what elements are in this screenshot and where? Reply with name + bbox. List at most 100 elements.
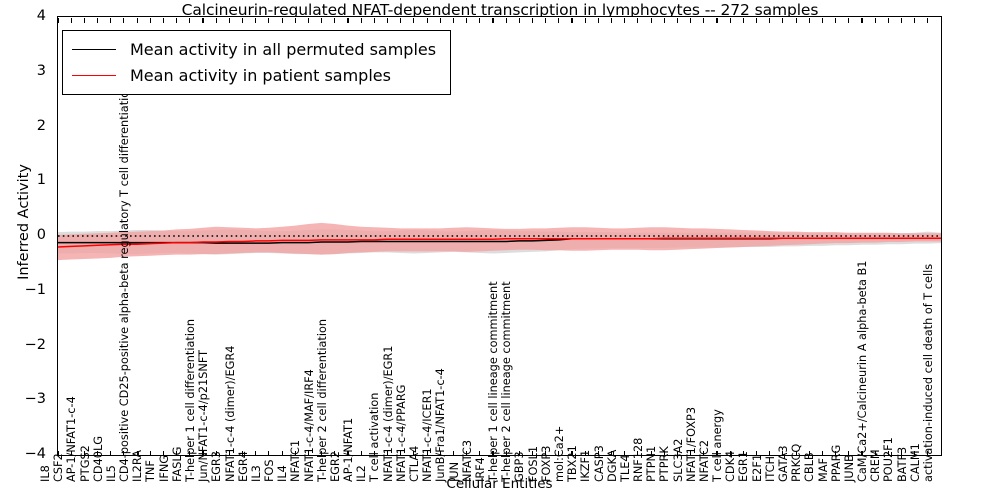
x-tick-mark <box>650 18 652 23</box>
y-tick-label: −4 <box>24 446 46 462</box>
x-tick-mark <box>373 451 375 456</box>
x-tick-mark <box>545 18 547 23</box>
x-tick-label: activation-induced cell death of T cells <box>922 263 935 482</box>
x-tick-mark <box>123 18 125 23</box>
x-tick-mark <box>584 451 586 456</box>
x-tick-mark <box>228 18 230 23</box>
x-tick-mark <box>479 451 481 456</box>
x-tick-mark <box>413 18 415 23</box>
y-tick-label: −1 <box>24 281 46 298</box>
y-tick-label: 0 <box>36 227 46 243</box>
x-tick-mark <box>307 18 309 23</box>
x-tick-mark <box>650 451 652 456</box>
x-axis-label: Cellular Entities <box>446 476 553 492</box>
x-tick-mark <box>228 451 230 456</box>
x-tick-mark <box>584 18 586 23</box>
legend-item: Mean activity in all permuted samples <box>72 36 436 62</box>
x-tick-mark <box>558 18 560 23</box>
x-tick-mark <box>189 18 191 23</box>
chart-legend: Mean activity in all permuted samples Me… <box>62 30 452 95</box>
x-tick-mark <box>110 18 112 23</box>
x-tick-mark <box>492 451 494 456</box>
x-tick-mark <box>439 18 441 23</box>
x-tick-mark <box>531 451 534 456</box>
x-tick-mark <box>690 18 692 23</box>
x-tick-mark <box>821 18 823 23</box>
y-tick-label: 2 <box>36 117 46 134</box>
x-tick-mark <box>545 451 547 456</box>
x-tick-mark <box>900 18 903 23</box>
x-tick-mark <box>927 18 929 23</box>
legend-label-patient: Mean activity in patient samples <box>130 65 391 85</box>
x-tick-mark <box>874 18 876 23</box>
x-tick-mark <box>887 451 889 456</box>
y-tick-label: 3 <box>36 62 46 79</box>
x-tick-mark <box>255 451 257 456</box>
x-tick-mark <box>136 451 138 456</box>
x-tick-mark <box>663 18 665 23</box>
x-tick-mark <box>927 451 929 456</box>
x-tick-mark <box>848 18 850 23</box>
x-tick-mark <box>637 18 639 23</box>
x-tick-mark <box>531 18 534 23</box>
x-tick-mark <box>242 451 244 456</box>
x-tick-mark <box>821 451 823 456</box>
x-tick-mark <box>795 18 797 23</box>
x-tick-mark <box>202 451 204 456</box>
x-tick-mark <box>176 18 178 23</box>
x-tick-mark <box>307 451 309 456</box>
x-tick-mark <box>808 451 810 456</box>
x-tick-mark <box>558 451 560 456</box>
x-tick-mark <box>808 18 810 23</box>
x-tick-mark <box>360 18 362 23</box>
x-tick-mark <box>57 18 59 23</box>
x-tick-mark <box>413 451 415 456</box>
x-tick-mark <box>690 451 692 456</box>
x-tick-mark <box>769 451 771 456</box>
x-tick-mark <box>571 451 573 456</box>
x-tick-mark <box>914 18 916 23</box>
x-tick-mark <box>703 451 705 456</box>
x-tick-mark <box>795 451 797 456</box>
x-tick-mark <box>97 18 99 23</box>
x-tick-mark <box>861 18 863 23</box>
x-tick-mark <box>716 451 718 456</box>
x-tick-mark <box>281 18 283 23</box>
x-tick-mark <box>321 18 323 23</box>
legend-label-permuted: Mean activity in all permuted samples <box>130 39 437 59</box>
x-tick-mark <box>360 451 362 456</box>
y-tick-label: −2 <box>24 336 46 353</box>
x-tick-mark <box>426 18 428 23</box>
x-tick-mark <box>70 18 72 23</box>
x-tick-mark <box>215 451 217 456</box>
x-tick-mark <box>624 18 626 23</box>
x-tick-mark <box>162 451 165 456</box>
x-tick-mark <box>123 451 125 456</box>
x-tick-mark <box>202 18 204 23</box>
x-tick-mark <box>255 18 257 23</box>
x-tick-mark <box>782 18 784 23</box>
x-tick-mark <box>97 451 99 456</box>
x-tick-mark <box>729 451 731 456</box>
x-tick-mark <box>452 18 454 23</box>
x-tick-mark <box>597 451 599 456</box>
x-tick-mark <box>373 18 375 23</box>
x-tick-mark <box>518 451 520 456</box>
x-tick-mark <box>57 451 59 456</box>
x-tick-mark <box>769 18 771 23</box>
x-tick-mark <box>400 18 402 23</box>
x-tick-mark <box>492 18 494 23</box>
x-tick-label: CD4-positive CD25-positive alpha-beta re… <box>118 83 132 482</box>
chart-title: Calcineurin-regulated NFAT-dependent tra… <box>181 1 819 19</box>
x-tick-mark <box>149 451 151 456</box>
x-tick-mark <box>755 451 758 456</box>
x-tick-mark <box>663 451 665 456</box>
x-tick-mark <box>611 18 613 23</box>
x-tick-mark <box>597 18 599 23</box>
x-tick-mark <box>386 451 389 456</box>
x-tick-mark <box>518 18 520 23</box>
x-tick-mark <box>386 18 389 23</box>
x-tick-mark <box>835 18 837 23</box>
x-tick-mark <box>861 451 863 456</box>
